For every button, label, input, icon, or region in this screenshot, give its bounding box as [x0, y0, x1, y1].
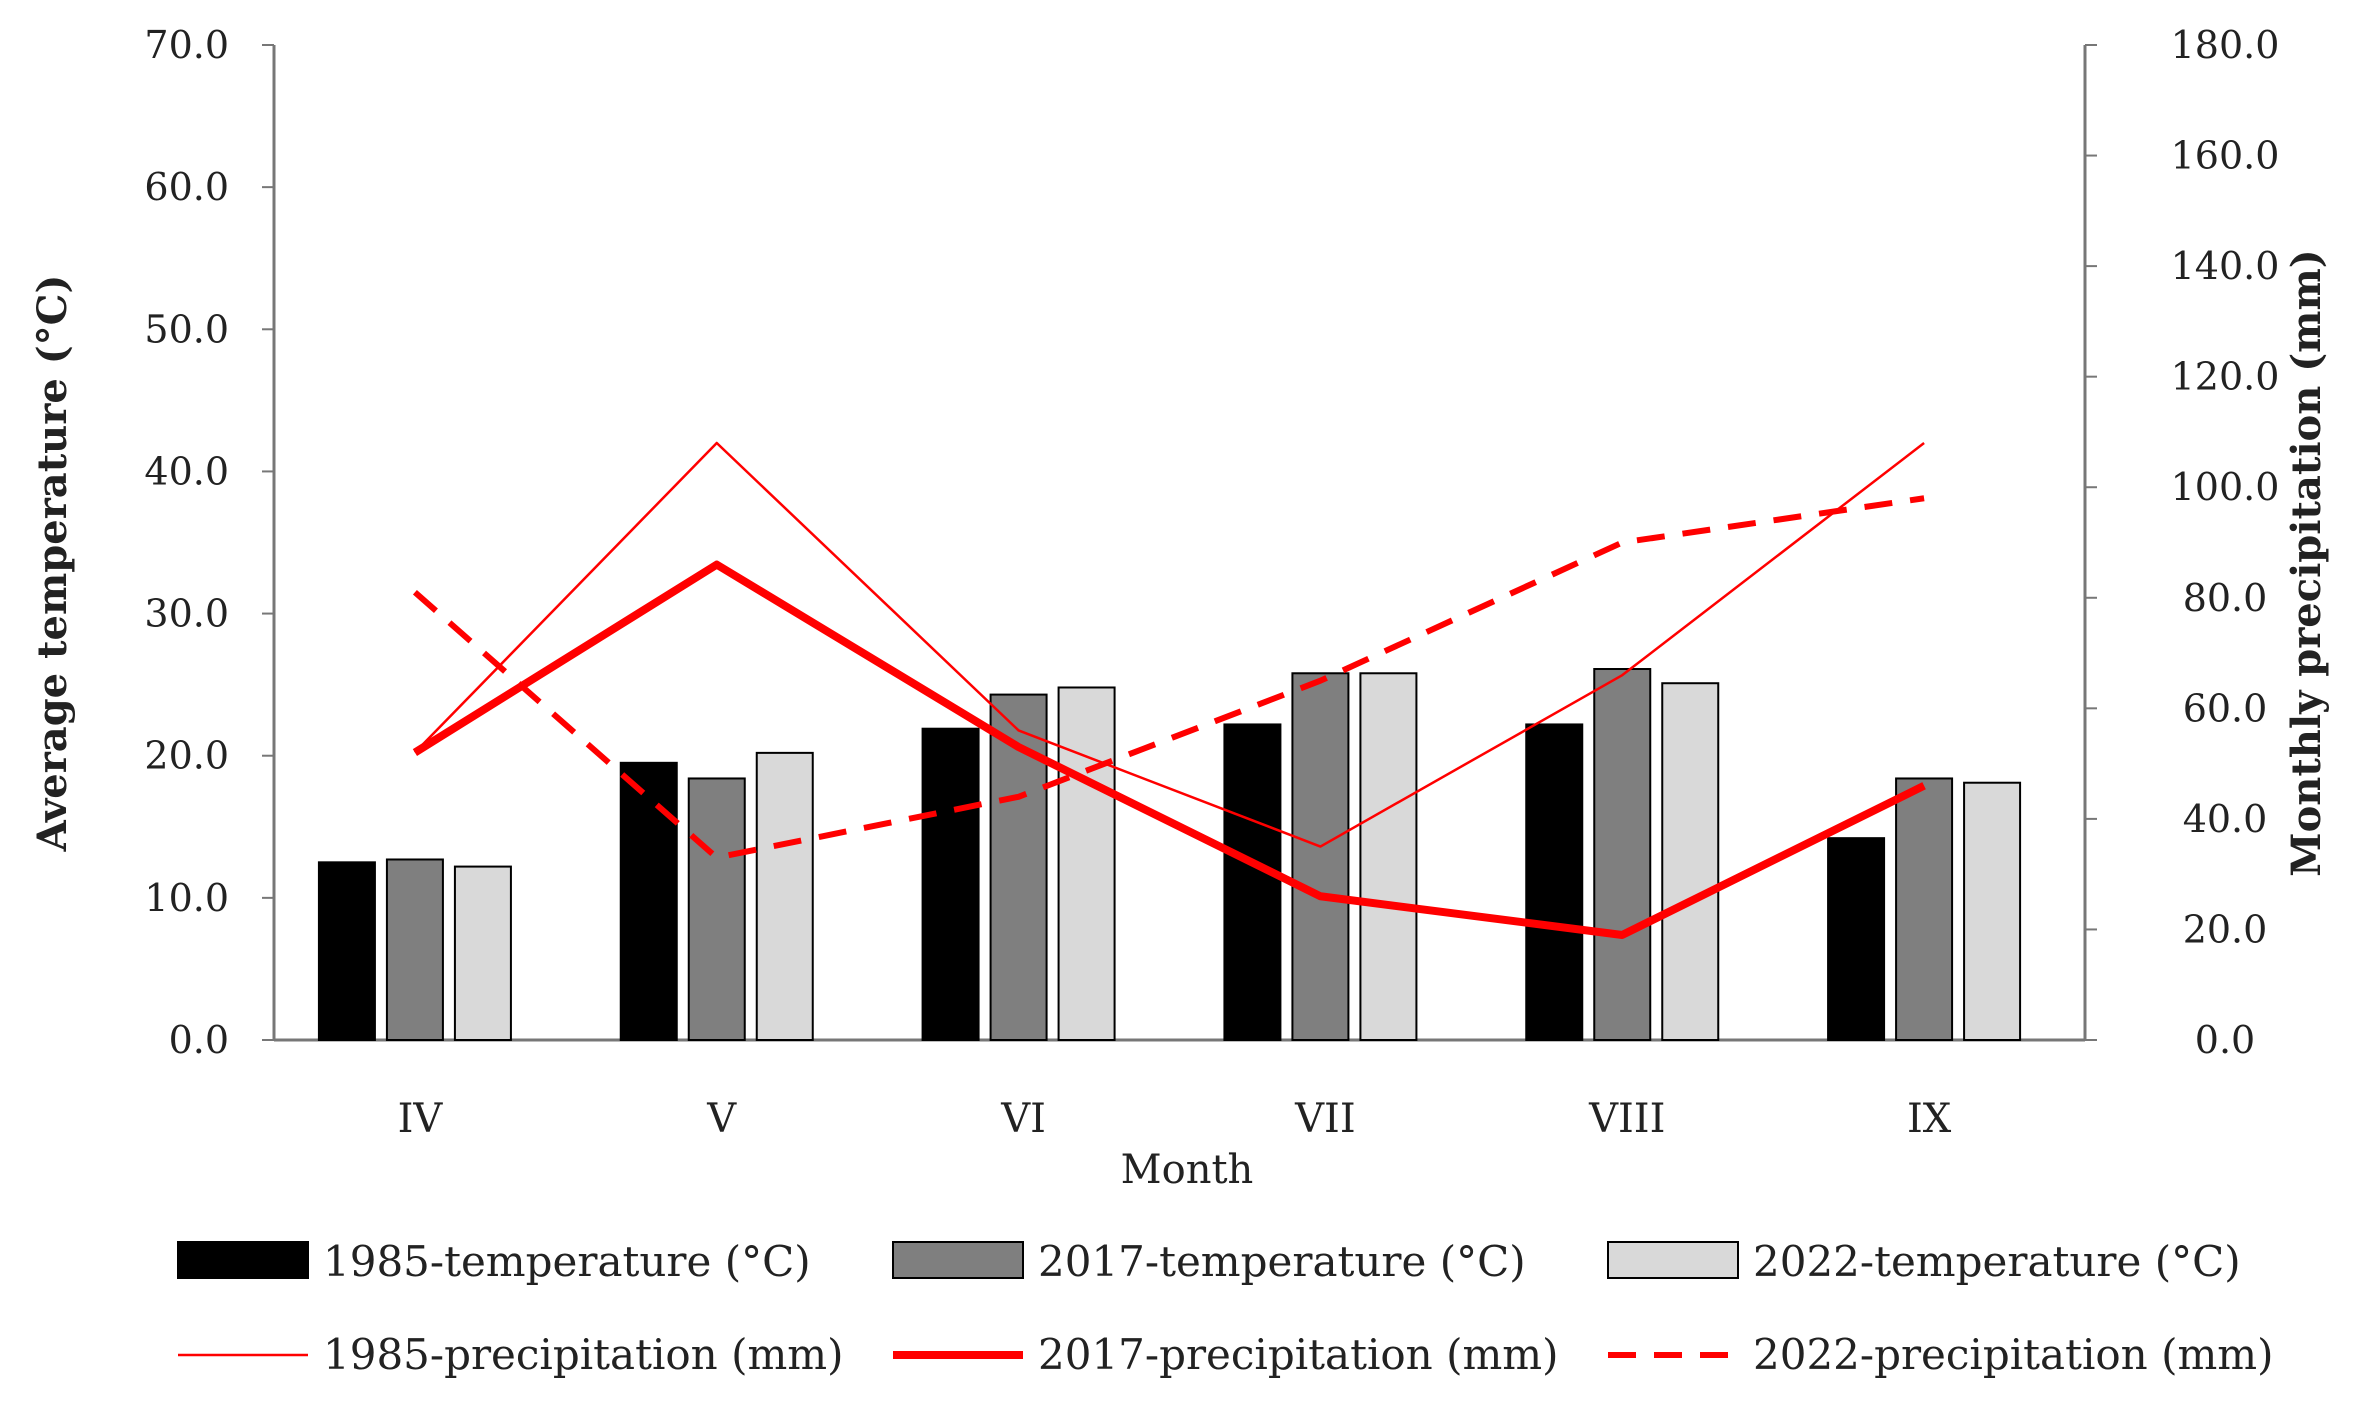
- bar-2-IX: [1895, 777, 1954, 1041]
- y-axis-ticks: 0.0 10.0 20.0 30.0 40.0 50.0 60.0 70.0: [144, 23, 274, 1062]
- bar-1-V: [619, 761, 678, 1041]
- bar-1-VIII: [1525, 723, 1584, 1041]
- category-label: VIII: [1588, 1096, 1665, 1142]
- bar-3-IX: [1963, 781, 2022, 1041]
- y-tick-label: 10.0: [144, 876, 229, 920]
- y2-tick-label: 20.0: [2183, 907, 2268, 951]
- legend-label: 2017-precipitation (mm): [1038, 1330, 1559, 1379]
- y-tick-label: 20.0: [144, 734, 229, 778]
- y2-tick-label: 80.0: [2183, 576, 2268, 620]
- y2-tick-label: 140.0: [2171, 244, 2280, 288]
- y-tick-label: 70.0: [144, 23, 229, 67]
- bar-1-VII: [1223, 723, 1282, 1041]
- y2-tick-label: 100.0: [2171, 465, 2280, 509]
- precip-line-2: [412, 560, 1926, 939]
- x-axis-title: Month: [1121, 1147, 1254, 1193]
- bar-3-V: [755, 751, 814, 1041]
- x-axis-categories: IV V VI VII VIII IX: [398, 1096, 1952, 1142]
- bar-3-VII: [1359, 672, 1418, 1041]
- legend-label: 2022-precipitation (mm): [1753, 1330, 2274, 1379]
- y2-tick-label: 60.0: [2183, 686, 2268, 730]
- bar-1-IV: [317, 861, 376, 1041]
- bar-2-IV: [385, 858, 444, 1041]
- bar-1-IX: [1827, 837, 1886, 1042]
- y2-axis-ticks: 0.0 20.0 40.0 60.0 80.0 100.0 120.0 140.0 160.0 1…: [2085, 23, 2279, 1062]
- bar-2-VII: [1291, 672, 1350, 1041]
- bars: [317, 668, 2022, 1042]
- category-label: VII: [1294, 1096, 1356, 1142]
- legend-swatch-bar: [177, 1241, 309, 1279]
- legend-swatch-bar: [1607, 1241, 1739, 1279]
- bar-3-IV: [453, 865, 512, 1041]
- category-label: V: [706, 1096, 737, 1142]
- bar-2-VIII: [1593, 668, 1652, 1041]
- bar-1-VI: [921, 727, 980, 1041]
- y2-tick-label: 160.0: [2171, 134, 2280, 178]
- y2-tick-label: 120.0: [2171, 355, 2280, 399]
- bar-2-V: [687, 777, 746, 1041]
- legend-label: 1985-temperature (°C): [323, 1237, 811, 1286]
- legend-label: 2022-temperature (°C): [1753, 1237, 2241, 1286]
- plot-area: [272, 45, 2087, 1042]
- y-tick-label: 60.0: [144, 165, 229, 209]
- y-axis-title: Average temperature (°C): [29, 275, 76, 853]
- bar-3-VIII: [1661, 682, 1720, 1041]
- precipitation-lines: [412, 441, 1926, 939]
- y-tick-label: 50.0: [144, 307, 229, 351]
- y2-axis-title: Monthly precipitation (mm): [2283, 249, 2330, 876]
- legend-swatch-bar: [892, 1241, 1024, 1279]
- category-label: VI: [1000, 1096, 1046, 1142]
- precip-line-1: [414, 441, 1925, 848]
- legend: 1985-temperature (°C) 2017-temperature (°…: [177, 1237, 2274, 1379]
- y2-tick-label: 180.0: [2171, 23, 2280, 67]
- y2-tick-label: 40.0: [2183, 797, 2268, 841]
- category-label: IV: [398, 1096, 444, 1142]
- category-label: IX: [1907, 1096, 1952, 1142]
- bar-3-VI: [1057, 686, 1116, 1041]
- y-tick-label: 40.0: [144, 449, 229, 493]
- precip-line-3: [412, 495, 1925, 861]
- legend-label: 2017-temperature (°C): [1038, 1237, 1526, 1286]
- y-tick-label: 0.0: [169, 1018, 229, 1062]
- y2-tick-label: 0.0: [2195, 1018, 2255, 1062]
- legend-label: 1985-precipitation (mm): [323, 1330, 844, 1379]
- y-tick-label: 30.0: [144, 592, 229, 636]
